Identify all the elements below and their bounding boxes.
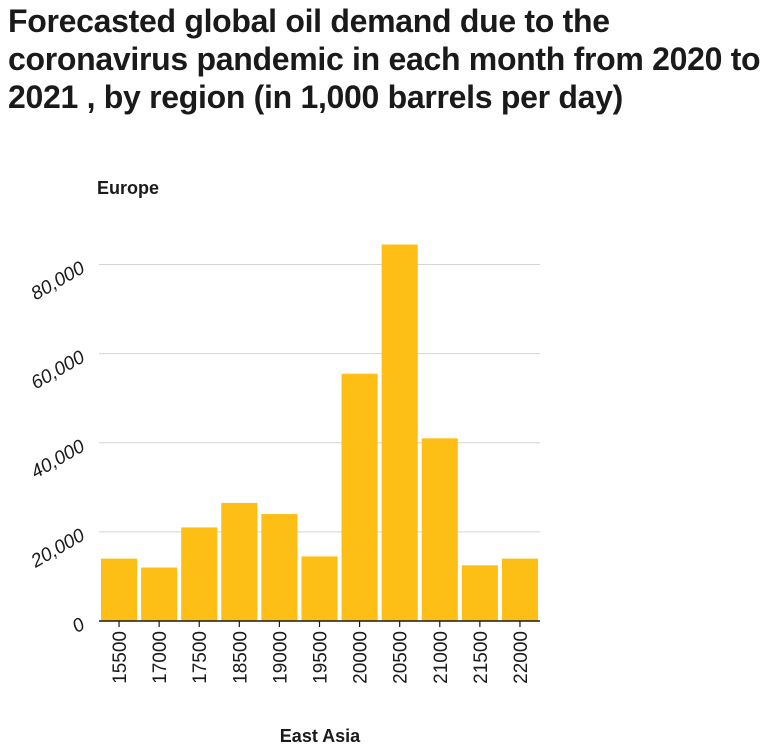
- y-tick-label: 40,000: [28, 436, 89, 483]
- x-tick-label: 20000: [351, 631, 372, 684]
- bar: [421, 438, 458, 621]
- bar: [301, 556, 338, 621]
- bar: [141, 567, 178, 621]
- x-tick-label: 21000: [431, 631, 452, 684]
- x-axis-ticks: 15500 17000 17500 18500 19000 19500 20000 20500…: [110, 621, 532, 684]
- bars: [101, 244, 538, 621]
- x-tick-label: 17500: [190, 631, 211, 684]
- bar: [381, 244, 418, 621]
- bar: [501, 558, 538, 621]
- x-tick-label: 19500: [311, 631, 332, 684]
- grid-lines: [99, 264, 540, 533]
- bar: [261, 514, 298, 621]
- y-axis-ticks: 0 20,000 40,000 60,000 80,000: [27, 257, 89, 637]
- y-tick-label: 60,000: [28, 347, 89, 394]
- x-tick-label: 18500: [230, 631, 251, 684]
- x-tick-label: 19000: [270, 631, 291, 684]
- chart-title: Forecasted global oil demand due to the …: [8, 3, 761, 115]
- y-tick-label: 80,000: [28, 257, 89, 304]
- x-tick-label: 17000: [150, 631, 171, 684]
- x-tick-label: 20500: [391, 631, 412, 684]
- y-tick-label: 0: [69, 614, 89, 638]
- x-axis-label: East Asia: [280, 726, 361, 746]
- bar: [221, 502, 258, 621]
- bar: [101, 558, 138, 621]
- bar: [461, 565, 498, 621]
- x-tick-label: 22000: [511, 631, 532, 684]
- y-tick-label: 20,000: [27, 525, 89, 573]
- x-tick-label: 21500: [471, 631, 492, 684]
- bar: [341, 373, 378, 621]
- y-axis-label: Europe: [97, 178, 159, 198]
- x-tick-label: 15500: [110, 631, 131, 684]
- bar: [181, 527, 218, 621]
